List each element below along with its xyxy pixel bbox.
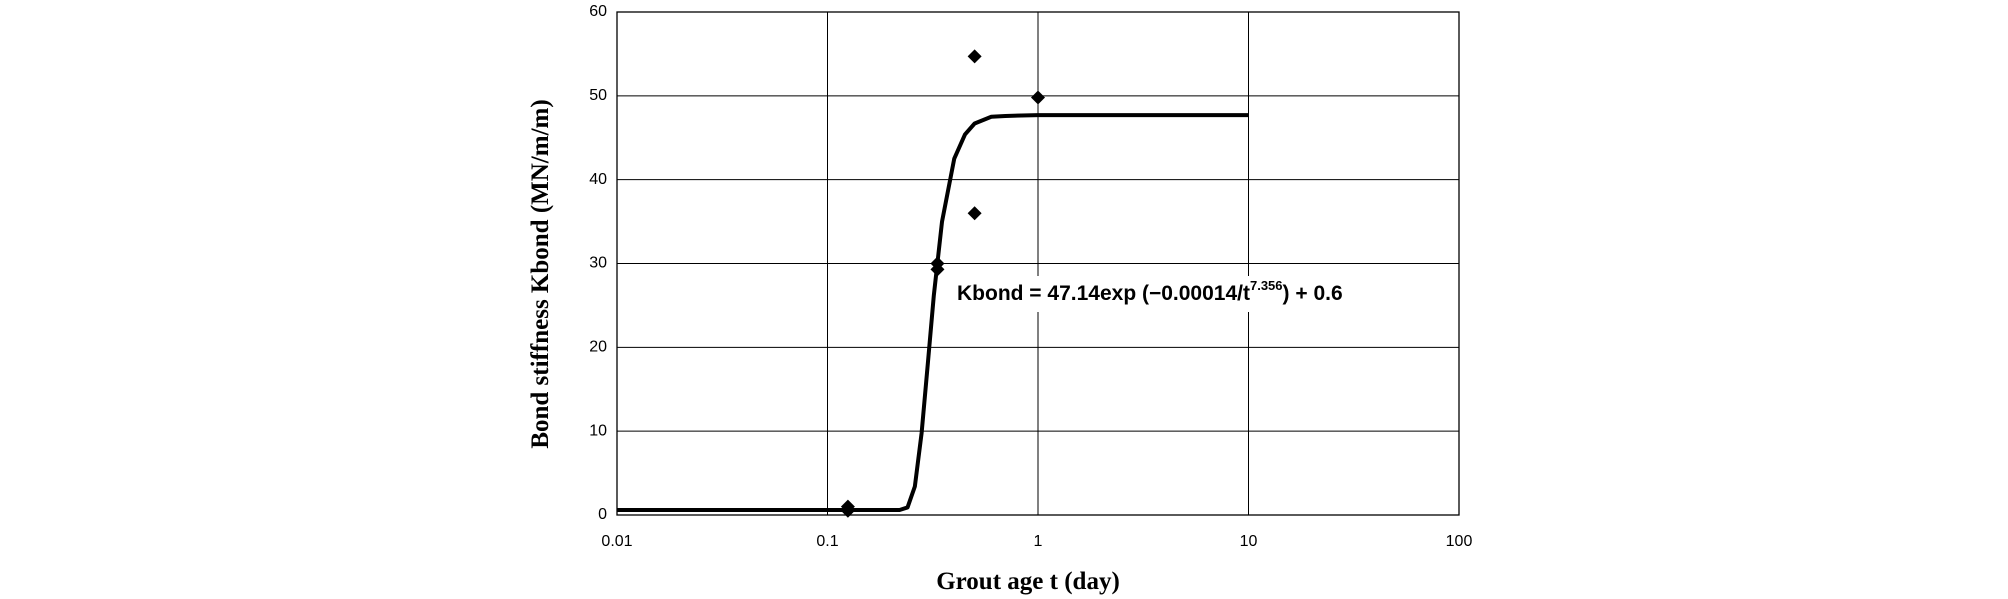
x-tick-label: 10	[1240, 533, 1258, 550]
x-axis-title: Grout age t (day)	[936, 568, 1120, 595]
x-tick-label: 0.01	[601, 533, 632, 550]
x-tick-label: 0.1	[816, 533, 838, 550]
data-point	[967, 206, 982, 221]
fit-curve	[617, 113, 1249, 512]
data-point	[967, 49, 982, 64]
x-tick-label: 1	[1034, 533, 1043, 550]
annotation-exponent: 7.356	[1250, 278, 1283, 293]
annotation-text: Kbond = 47.14exp (−0.00014/t	[957, 282, 1250, 305]
y-tick-label: 50	[589, 87, 607, 104]
annotation-box	[950, 276, 1390, 312]
annotation: Kbond = 47.14exp (−0.00014/t7.356) + 0.6	[957, 278, 1343, 305]
y-axis-title: Bond stiffness Kbond (MN/m/m)	[527, 99, 554, 448]
y-tick-label: 30	[589, 255, 607, 272]
y-tick-label: 20	[589, 339, 607, 356]
y-tick-label: 10	[589, 422, 607, 439]
y-tick-label: 60	[589, 3, 607, 20]
x-tick-label: 100	[1446, 533, 1473, 550]
y-tick-label: 40	[589, 171, 607, 188]
marks	[617, 49, 1249, 518]
y-tick-label: 0	[598, 506, 607, 523]
data-point	[1031, 90, 1045, 105]
annotation-text: ) + 0.6	[1283, 282, 1343, 305]
plot-frame	[616, 11, 1460, 516]
